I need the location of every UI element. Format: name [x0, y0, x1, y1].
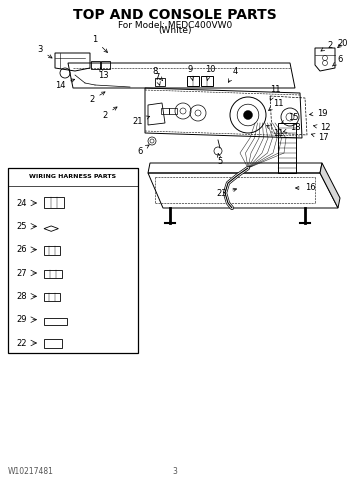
Text: For Model: MEDC400VW0: For Model: MEDC400VW0	[118, 20, 232, 29]
Text: 26: 26	[17, 245, 27, 254]
Bar	[8, 168, 138, 353]
Text: 21: 21	[133, 116, 150, 126]
Text: 15: 15	[281, 114, 298, 124]
Text: 23: 23	[217, 188, 237, 198]
Text: 6: 6	[137, 145, 149, 156]
Text: 7: 7	[154, 72, 160, 85]
Text: 2: 2	[102, 107, 117, 119]
Text: 28: 28	[17, 292, 27, 301]
Text: 20: 20	[338, 39, 348, 48]
Text: 12: 12	[314, 124, 330, 132]
Text: 3: 3	[173, 467, 177, 476]
Bar	[161, 108, 169, 114]
Text: WIRING HARNESS PARTS: WIRING HARNESS PARTS	[29, 174, 117, 180]
Text: 13: 13	[98, 68, 108, 81]
Bar	[201, 76, 213, 86]
Text: W10217481: W10217481	[8, 467, 54, 476]
Text: 24: 24	[17, 199, 27, 208]
Bar	[278, 123, 296, 173]
Text: 9: 9	[187, 66, 194, 80]
Bar	[8, 168, 138, 186]
Text: 25: 25	[17, 222, 27, 231]
Text: 5: 5	[217, 154, 223, 166]
Text: 4: 4	[229, 67, 238, 82]
Text: 17: 17	[312, 133, 328, 142]
Bar	[155, 78, 165, 86]
Text: 16: 16	[295, 184, 315, 193]
Text: 1: 1	[92, 35, 107, 53]
Text: 11: 11	[267, 126, 283, 138]
Text: TOP AND CONSOLE PARTS: TOP AND CONSOLE PARTS	[73, 8, 277, 22]
Bar	[169, 108, 177, 114]
Text: 6: 6	[332, 56, 343, 66]
Text: 19: 19	[309, 109, 327, 117]
Circle shape	[244, 111, 252, 119]
Text: 2: 2	[89, 92, 105, 104]
Bar	[101, 61, 110, 69]
Text: 29: 29	[17, 315, 27, 324]
Text: 14: 14	[55, 79, 75, 89]
Text: (White): (White)	[158, 27, 192, 35]
Text: 10: 10	[205, 66, 215, 80]
Text: 2: 2	[321, 41, 332, 51]
Text: 8: 8	[152, 68, 162, 81]
Text: 22: 22	[17, 339, 27, 347]
Text: 11: 11	[270, 85, 280, 100]
Text: 27: 27	[17, 269, 27, 278]
Text: 3: 3	[37, 45, 52, 58]
Bar	[91, 61, 100, 69]
Bar	[187, 76, 199, 86]
Text: 11: 11	[268, 99, 283, 111]
Text: 18: 18	[284, 124, 300, 132]
Polygon shape	[320, 163, 340, 208]
